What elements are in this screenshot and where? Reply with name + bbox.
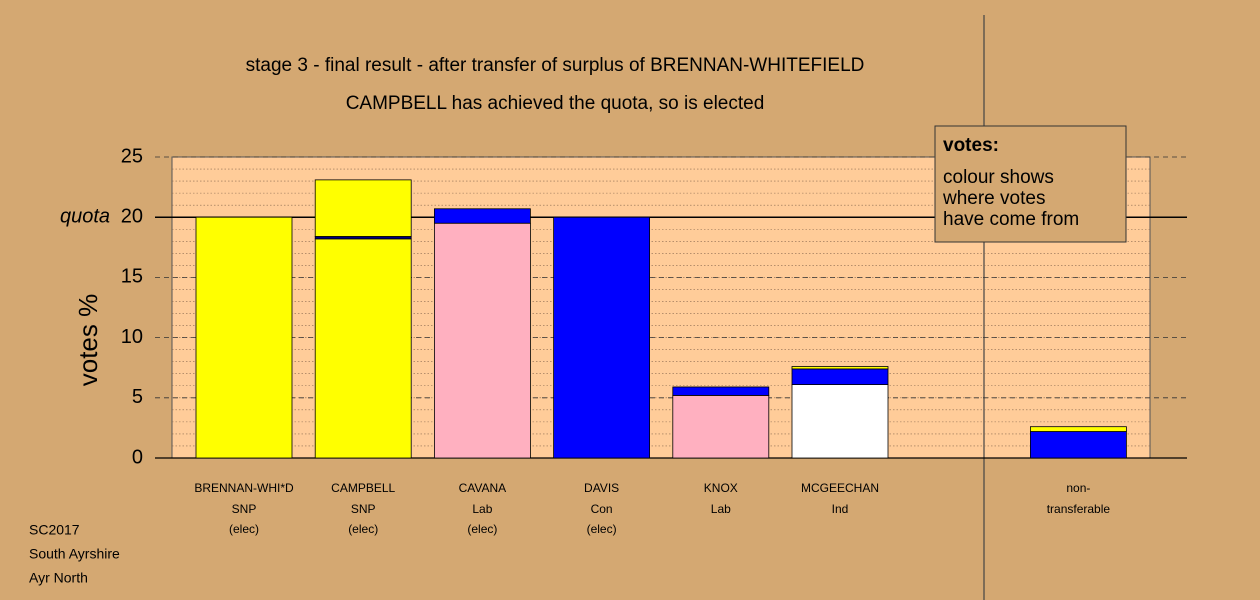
x-tick-label: DAVIS: [584, 481, 619, 495]
bar-segment: [672, 386, 770, 396]
legend-title: votes:: [943, 135, 999, 156]
bar-segment: [195, 216, 293, 459]
y-tick-label: 0: [132, 446, 143, 468]
x-tick-label: KNOX: [704, 481, 738, 495]
status-label: (elec): [467, 522, 497, 536]
party-label: Ind: [832, 502, 849, 516]
bar-segment: [1030, 426, 1127, 432]
status-label: (elec): [229, 522, 259, 536]
bar-segment: [433, 222, 531, 459]
y-tick-label: 25: [121, 145, 143, 167]
footer-text: SC2017: [29, 522, 80, 538]
legend-text: where votes: [942, 188, 1045, 209]
bar-segment: [433, 208, 531, 224]
bar-segment: [314, 179, 412, 237]
y-axis-title: votes %: [73, 294, 103, 387]
y-tick-label: 10: [121, 326, 143, 348]
party-label: Lab: [472, 502, 492, 516]
footer: SC2017 South Ayrshire Ayr North: [29, 522, 120, 586]
party-label: SNP: [232, 502, 257, 516]
status-label: (elec): [587, 522, 617, 536]
status-label: (elec): [348, 522, 378, 536]
y-tick-label: 5: [132, 386, 143, 408]
bar-segment: [791, 384, 889, 459]
x-tick-label: CAVANA: [459, 481, 507, 495]
bar-segment: [314, 238, 412, 459]
x-tick-label: MCGEECHAN: [801, 481, 879, 495]
footer-text: Ayr North: [29, 570, 88, 586]
chart-subtitle: CAMPBELL has achieved the quota, so is e…: [346, 93, 765, 114]
party-label: transferable: [1047, 502, 1111, 516]
x-tick-label: CAMPBELL: [331, 481, 395, 495]
x-tick-label: non-: [1066, 481, 1090, 495]
bar-segment: [791, 368, 889, 385]
bar-segment: [672, 394, 770, 459]
party-label: Con: [591, 502, 613, 516]
party-label: SNP: [351, 502, 376, 516]
y-tick-label: 20: [121, 205, 143, 227]
x-tick-label: BRENNAN-WHI*D: [194, 481, 294, 495]
bar-segment: [791, 366, 889, 370]
legend-box: [934, 125, 1127, 243]
quota-label: quota: [60, 205, 110, 227]
legend-text: have come from: [943, 209, 1079, 230]
legend-text: colour shows: [943, 167, 1054, 188]
chart-title: stage 3 - final result - after transfer …: [246, 55, 865, 76]
bar-segment: [553, 216, 650, 459]
y-tick-label: 15: [121, 266, 143, 288]
party-label: Lab: [711, 502, 731, 516]
bar-segment: [1030, 431, 1127, 459]
footer-text: South Ayrshire: [29, 546, 120, 562]
